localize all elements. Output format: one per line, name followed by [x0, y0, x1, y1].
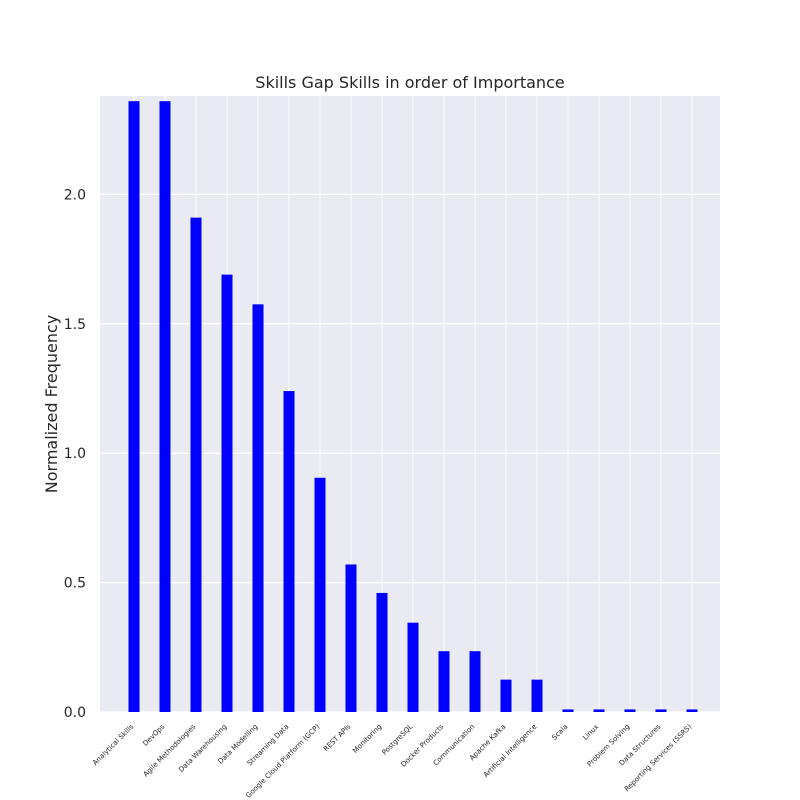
x-tick-label: Linux — [581, 723, 600, 742]
bar — [593, 709, 605, 712]
y-axis-label: Normalized Frequency — [42, 315, 61, 493]
x-tick-label: Artificial Intelligence — [482, 723, 538, 779]
y-tick-labels: 0.0 0.5 1.0 1.5 2.0 — [64, 187, 86, 721]
y-tick-label: 1.0 — [64, 446, 86, 462]
bar — [159, 101, 171, 713]
x-tick-label: Monitoring — [351, 723, 383, 755]
y-tick-label: 1.5 — [64, 317, 86, 333]
y-tick-label: 0.0 — [64, 705, 86, 721]
x-tick-label: Scala — [550, 723, 569, 742]
x-tick-label: Agile Methodologies — [142, 723, 198, 779]
x-tick-label: Analytical Skills — [91, 723, 135, 767]
bar — [655, 709, 667, 712]
bars — [128, 101, 698, 713]
x-tick-label: Reporting Services (SSRS) — [623, 723, 694, 794]
bar — [190, 217, 202, 712]
bar — [283, 391, 295, 712]
bar — [500, 679, 512, 712]
bar — [562, 709, 574, 712]
x-tick-label: DevOps — [141, 723, 166, 748]
bar — [221, 274, 233, 712]
bar — [624, 709, 636, 712]
bar — [469, 651, 481, 712]
x-tick-label: PostgreSQL — [380, 723, 414, 757]
y-tick-label: 2.0 — [64, 187, 86, 203]
bar — [438, 651, 450, 712]
bar — [531, 679, 543, 712]
chart-title: Skills Gap Skills in order of Importance — [255, 73, 564, 92]
bar — [252, 304, 264, 712]
y-tick-label: 0.5 — [64, 576, 86, 592]
x-tick-label: REST APIs — [322, 723, 353, 754]
bar — [376, 592, 388, 712]
grid-lines — [100, 96, 720, 713]
bar — [314, 477, 326, 712]
bar — [407, 622, 419, 712]
bar — [345, 564, 357, 712]
bar — [128, 101, 140, 713]
bar — [686, 709, 698, 712]
plot-background — [100, 96, 720, 712]
